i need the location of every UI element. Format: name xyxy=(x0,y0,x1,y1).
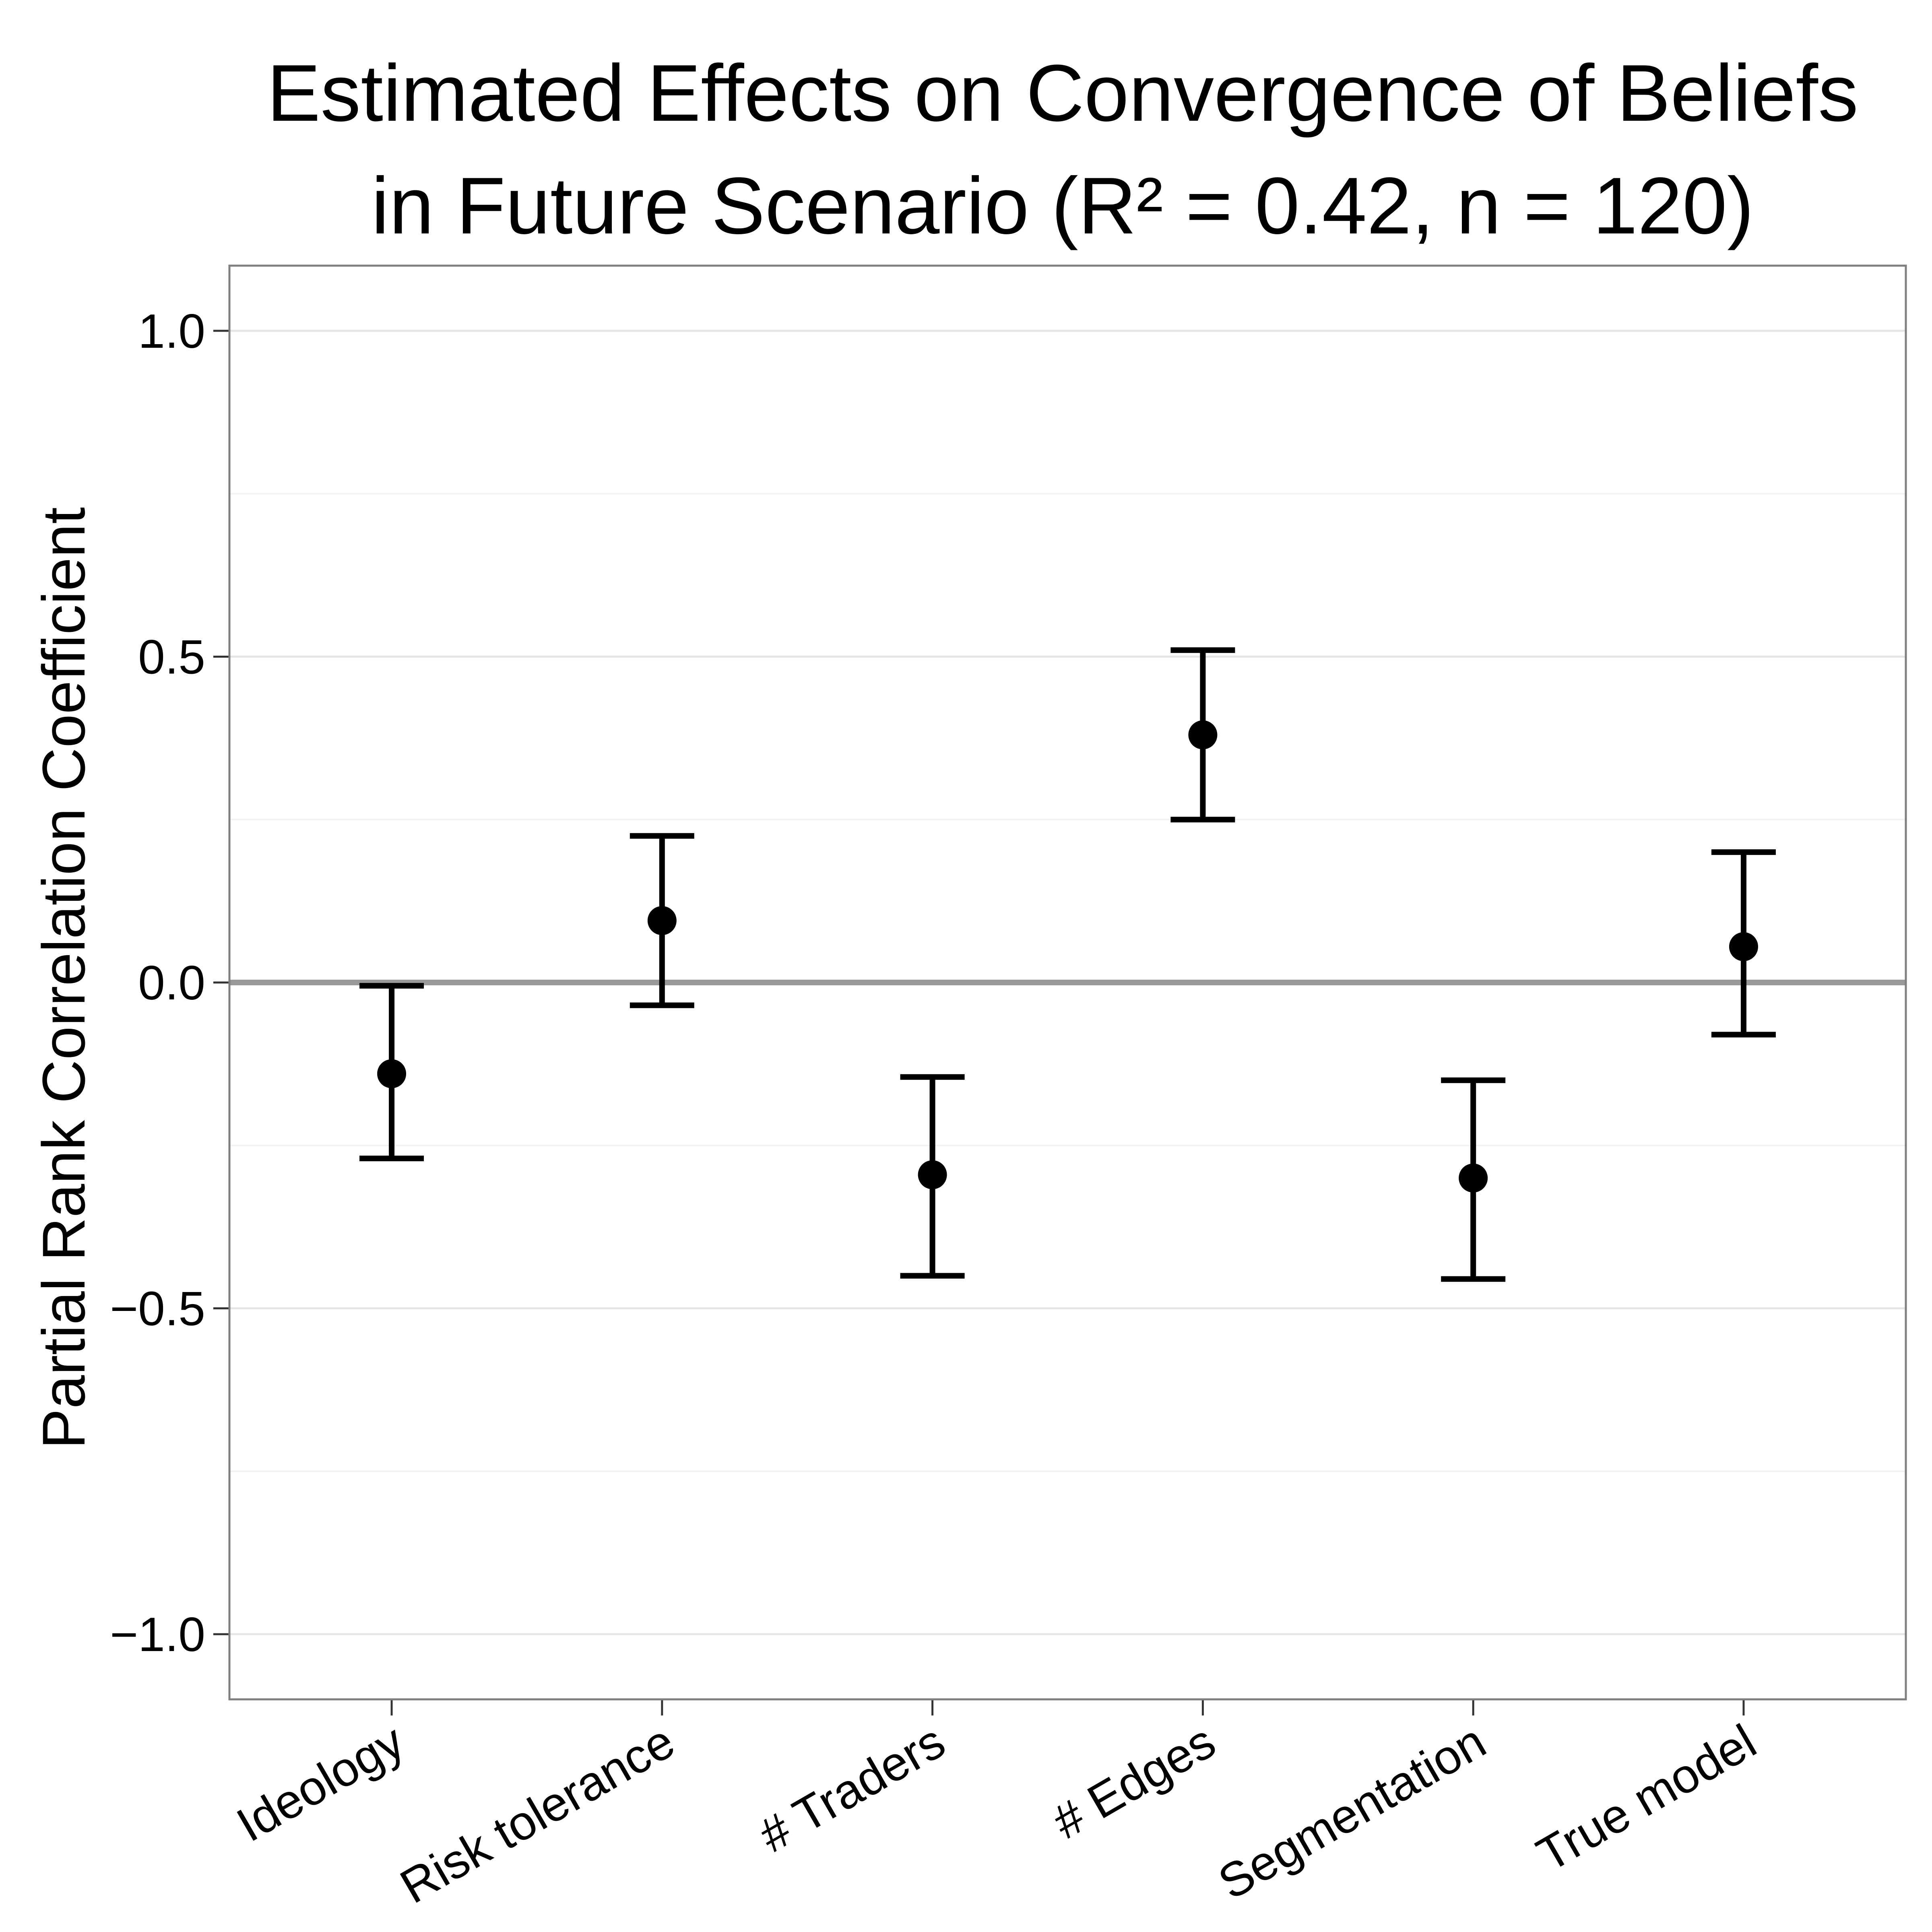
data-point xyxy=(377,1059,407,1088)
y-tick-label: 1.0 xyxy=(138,304,205,358)
data-point xyxy=(1459,1163,1488,1193)
y-tick-label: 0.0 xyxy=(138,956,205,1010)
y-tick-label: −0.5 xyxy=(110,1282,205,1336)
y-tick-label: −1.0 xyxy=(110,1608,205,1662)
data-point xyxy=(918,1160,947,1189)
chart-subtitle: in Future Scenario (R² = 0.42, n = 120) xyxy=(371,161,1754,251)
data-point xyxy=(1729,932,1758,961)
panel-border xyxy=(228,264,1907,1701)
data-point xyxy=(647,906,677,935)
chart-title: Estimated Effects on Convergence of Beli… xyxy=(267,48,1858,138)
data-point xyxy=(1188,720,1218,749)
y-axis-label: Partial Rank Correlation Coefficient xyxy=(30,507,97,1449)
y-tick-label: 0.5 xyxy=(138,630,205,684)
